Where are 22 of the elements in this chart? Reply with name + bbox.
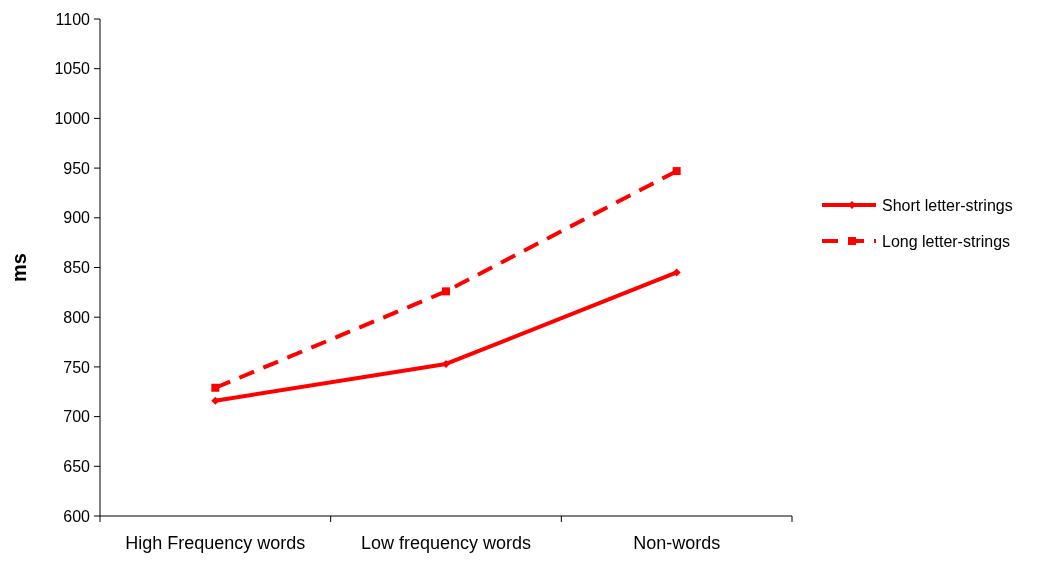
y-tick-label: 850	[63, 259, 91, 277]
y-tick-label: 950	[63, 159, 91, 177]
y-axis-title: ms	[8, 253, 30, 282]
y-tick-label: 1050	[54, 60, 91, 78]
point	[672, 268, 681, 277]
x-tick-label: High Frequency words	[125, 533, 306, 553]
point	[442, 287, 450, 296]
y-tick-label: 700	[63, 408, 91, 426]
y-tick-label: 900	[63, 209, 91, 227]
y-tick-label: 1100	[55, 10, 91, 28]
y-tick-label: 650	[63, 457, 91, 475]
point	[672, 167, 681, 176]
y-tick-label: 1000	[54, 110, 91, 127]
y-tick-label: 600	[63, 507, 91, 525]
point	[211, 383, 220, 392]
x-tick-label: Low frequency words	[360, 533, 532, 553]
legend-label: Short letter-strings	[882, 196, 1013, 214]
legend-label: Long letter-strings	[882, 232, 1011, 250]
y-tick-label: 800	[63, 308, 91, 326]
y-tick-label: 750	[63, 358, 91, 376]
x-tick-label: Non-words	[633, 533, 721, 553]
point	[442, 359, 450, 368]
